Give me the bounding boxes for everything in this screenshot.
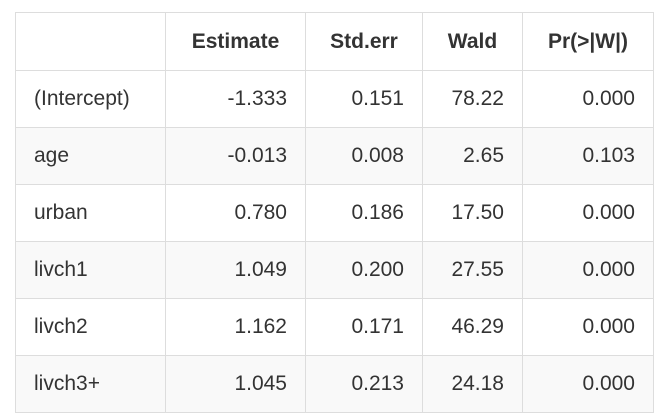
estimate-cell: -1.333 <box>165 70 306 128</box>
row-label: (Intercept) <box>15 70 166 128</box>
std-err-cell: 0.186 <box>305 184 423 242</box>
row-label: age <box>15 127 166 185</box>
estimate-cell: -0.013 <box>165 127 306 185</box>
header-row: Estimate Std.err Wald Pr(>|W|) <box>15 12 654 71</box>
estimate-cell: 0.780 <box>165 184 306 242</box>
table-header: Estimate Std.err Wald Pr(>|W|) <box>15 12 654 71</box>
p-value-cell: 0.000 <box>522 241 654 299</box>
table-row: livch3+ 1.045 0.213 24.18 0.000 <box>15 355 654 413</box>
wald-cell: 17.50 <box>422 184 523 242</box>
std-err-cell: 0.171 <box>305 298 423 356</box>
table-row: livch1 1.049 0.200 27.55 0.000 <box>15 241 654 299</box>
header-cell-p-value: Pr(>|W|) <box>522 12 654 71</box>
coefficient-table-container: Estimate Std.err Wald Pr(>|W|) (Intercep… <box>15 12 654 413</box>
table-row: age -0.013 0.008 2.65 0.103 <box>15 127 654 185</box>
std-err-cell: 0.200 <box>305 241 423 299</box>
wald-cell: 27.55 <box>422 241 523 299</box>
header-cell-wald: Wald <box>422 12 523 71</box>
header-cell-estimate: Estimate <box>165 12 306 71</box>
row-label: livch1 <box>15 241 166 299</box>
estimate-cell: 1.045 <box>165 355 306 413</box>
table-row: urban 0.780 0.186 17.50 0.000 <box>15 184 654 242</box>
row-label: livch3+ <box>15 355 166 413</box>
std-err-cell: 0.008 <box>305 127 423 185</box>
p-value-cell: 0.000 <box>522 184 654 242</box>
row-label: livch2 <box>15 298 166 356</box>
wald-cell: 46.29 <box>422 298 523 356</box>
p-value-cell: 0.103 <box>522 127 654 185</box>
table-body: (Intercept) -1.333 0.151 78.22 0.000 age… <box>15 70 654 413</box>
wald-cell: 24.18 <box>422 355 523 413</box>
header-cell-std-err: Std.err <box>305 12 423 71</box>
table-row: (Intercept) -1.333 0.151 78.22 0.000 <box>15 70 654 128</box>
std-err-cell: 0.151 <box>305 70 423 128</box>
row-label: urban <box>15 184 166 242</box>
p-value-cell: 0.000 <box>522 70 654 128</box>
wald-cell: 2.65 <box>422 127 523 185</box>
table-row: livch2 1.162 0.171 46.29 0.000 <box>15 298 654 356</box>
coefficient-table: Estimate Std.err Wald Pr(>|W|) (Intercep… <box>15 12 654 413</box>
wald-cell: 78.22 <box>422 70 523 128</box>
p-value-cell: 0.000 <box>522 355 654 413</box>
header-cell-term <box>15 12 166 71</box>
std-err-cell: 0.213 <box>305 355 423 413</box>
estimate-cell: 1.162 <box>165 298 306 356</box>
p-value-cell: 0.000 <box>522 298 654 356</box>
estimate-cell: 1.049 <box>165 241 306 299</box>
